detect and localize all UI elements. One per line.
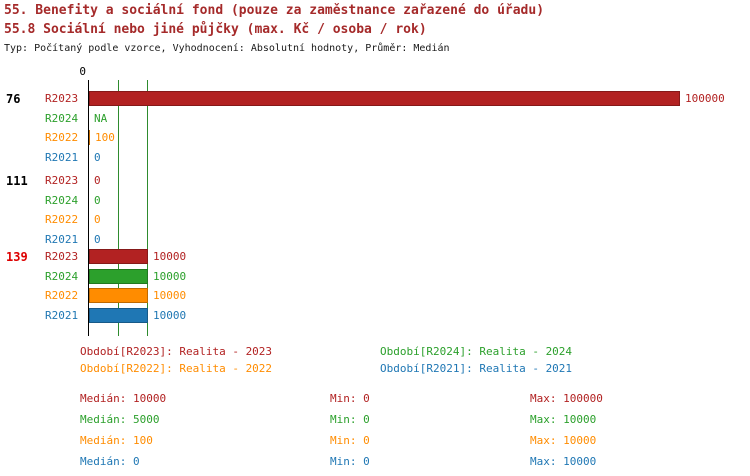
bar — [89, 249, 148, 264]
stat-max: Max: 10000 — [530, 413, 597, 426]
bar-value-label: 0 — [94, 150, 101, 164]
chart-meta-line: Typ: Počítaný podle vzorce, Vyhodnocení:… — [4, 43, 450, 54]
bar — [89, 268, 148, 284]
bar — [89, 91, 680, 106]
reference-line — [118, 80, 119, 336]
page-title-line2: 55.8 Sociální nebo jiné půjčky (max. Kč … — [4, 22, 427, 37]
group-id-label: 111 — [6, 174, 28, 188]
row-label: R2022 — [45, 131, 79, 144]
row-label: R2024 — [45, 269, 79, 283]
legend-item: Období[R2021]: Realita - 2021 — [380, 362, 573, 375]
bar — [89, 288, 148, 303]
stat-max: Max: 100000 — [530, 392, 603, 405]
axis-origin-label: 0 — [79, 65, 86, 78]
bar-value-label: 10000 — [153, 289, 187, 302]
stat-median: Medián: 100 — [80, 434, 153, 447]
bar-value-label: 10000 — [153, 250, 187, 263]
page-title-line1: 55. Benefity a sociální fond (pouze za z… — [4, 3, 545, 18]
legend-item: Období[R2022]: Realita - 2022 — [80, 362, 273, 375]
bar-value-label: 10000 — [153, 269, 187, 283]
legend-item: Období[R2023]: Realita - 2023 — [80, 345, 273, 358]
bar — [89, 307, 148, 323]
legend-item: Období[R2024]: Realita - 2024 — [380, 345, 573, 358]
bar-value-label: 100000 — [685, 92, 725, 105]
bar-value-label: 10000 — [153, 308, 187, 322]
row-label: R2023 — [45, 250, 79, 263]
stat-min: Min: 0 — [330, 434, 370, 447]
stat-min: Min: 0 — [330, 455, 370, 468]
stat-median: Medián: 5000 — [80, 413, 160, 426]
stat-min: Min: 0 — [330, 413, 370, 426]
row-label: R2021 — [45, 150, 79, 164]
group-id-label: 76 — [6, 92, 21, 106]
stat-median: Medián: 0 — [80, 455, 140, 468]
bar-value-label: 0 — [94, 174, 101, 187]
bar-value-label: 0 — [94, 232, 101, 246]
stat-max: Max: 10000 — [530, 455, 597, 468]
bar-value-label: NA — [94, 111, 108, 125]
row-label: R2023 — [45, 92, 79, 105]
row-label: R2021 — [45, 308, 79, 322]
bar-value-label: 0 — [94, 193, 101, 207]
stat-min: Min: 0 — [330, 392, 370, 405]
bar — [89, 130, 90, 145]
row-label: R2024 — [45, 111, 79, 125]
row-label: R2024 — [45, 193, 79, 207]
row-label: R2021 — [45, 232, 79, 246]
bar-value-label: 100 — [95, 131, 115, 144]
row-label: R2022 — [45, 213, 79, 226]
row-label: R2022 — [45, 289, 79, 302]
bar-value-label: 0 — [94, 213, 101, 226]
stat-max: Max: 10000 — [530, 434, 597, 447]
row-label: R2023 — [45, 174, 79, 187]
stat-median: Medián: 10000 — [80, 392, 167, 405]
group-id-label: 139 — [6, 250, 28, 264]
y-axis-line — [88, 80, 89, 336]
reference-line — [147, 80, 148, 336]
